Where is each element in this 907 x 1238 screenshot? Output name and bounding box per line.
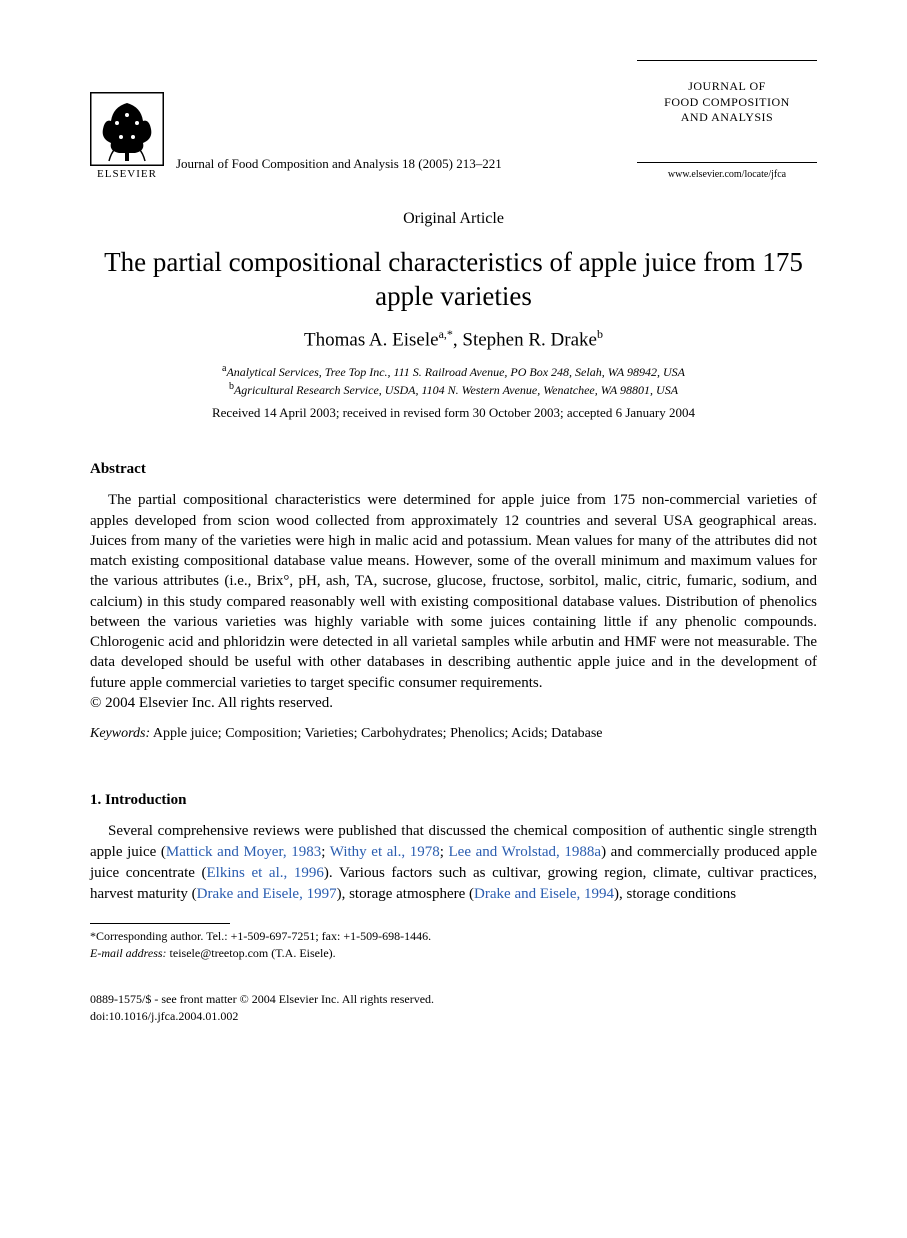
citation-3[interactable]: Lee and Wrolstad, 1988a [449,844,602,860]
introduction-heading: 1. Introduction [90,792,817,809]
journal-url: www.elsevier.com/locate/jfca [637,169,817,180]
author-1: Thomas A. Eisele [304,330,439,351]
abstract-heading: Abstract [90,461,817,478]
journal-title-line3: AND ANALYSIS [641,110,813,126]
keywords-label: Keywords: [90,726,150,741]
header-left: ELSEVIER Journal of Food Composition and… [90,92,502,180]
abstract-text: The partial compositional characteristic… [90,490,817,693]
author-sep: , [453,330,463,351]
authors: Thomas A. Eiselea,*, Stephen R. Drakeb [90,327,817,351]
intro-post: ), storage conditions [614,886,736,902]
publisher-name: ELSEVIER [97,168,157,180]
doi: doi:10.1016/j.jfca.2004.01.002 [90,1008,817,1024]
footnote-email-label: E-mail address: [90,946,167,960]
journal-title-box: JOURNAL OF FOOD COMPOSITION AND ANALYSIS [637,60,817,163]
keywords: Keywords: Apple juice; Composition; Vari… [90,726,817,742]
author-2: Stephen R. Drake [462,330,597,351]
introduction-text: Several comprehensive reviews were publi… [90,821,817,905]
keywords-text: Apple juice; Composition; Varieties; Car… [150,726,602,741]
article-type: Original Article [90,210,817,228]
intro-sep2: ; [440,844,449,860]
footnote-rule [90,923,230,924]
citation-5[interactable]: Drake and Eisele, 1997 [197,886,337,902]
elsevier-logo: ELSEVIER [90,92,164,180]
citation-2[interactable]: Withy et al., 1978 [330,844,440,860]
footnote-corresponding: *Corresponding author. Tel.: +1-509-697-… [90,928,817,945]
author-2-sup: b [597,327,603,341]
author-1-sup: a,* [439,327,453,341]
footnote-email: E-mail address: teisele@treetop.com (T.A… [90,945,817,962]
citation-1[interactable]: Mattick and Moyer, 1983 [166,844,321,860]
bottom-info: 0889-1575/$ - see front matter © 2004 El… [90,991,817,1023]
header: ELSEVIER Journal of Food Composition and… [90,60,817,180]
journal-reference: Journal of Food Composition and Analysis… [176,156,502,172]
paper-page: ELSEVIER Journal of Food Composition and… [0,0,907,1074]
citation-4[interactable]: Elkins et al., 1996 [207,865,324,881]
abstract-copyright: © 2004 Elsevier Inc. All rights reserved… [90,695,817,712]
header-right: JOURNAL OF FOOD COMPOSITION AND ANALYSIS… [637,60,817,180]
article-dates: Received 14 April 2003; received in revi… [90,405,817,421]
journal-title-line1: JOURNAL OF [641,79,813,95]
journal-title-line2: FOOD COMPOSITION [641,95,813,111]
affil-a-text: Analytical Services, Tree Top Inc., 111 … [226,365,685,379]
article-title: The partial compositional characteristic… [90,246,817,314]
intro-sep1: ; [321,844,330,860]
front-matter: 0889-1575/$ - see front matter © 2004 El… [90,991,817,1007]
citation-6[interactable]: Drake and Eisele, 1994 [474,886,614,902]
affil-b-text: Agricultural Research Service, USDA, 110… [234,383,678,397]
footnote-email-value: teisele@treetop.com (T.A. Eisele). [167,946,336,960]
affiliation-a: aAnalytical Services, Tree Top Inc., 111… [90,362,817,381]
intro-mid3: ), storage atmosphere ( [337,886,474,902]
affiliation-b: bAgricultural Research Service, USDA, 11… [90,380,817,399]
elsevier-tree-icon [90,92,164,166]
affiliations: aAnalytical Services, Tree Top Inc., 111… [90,362,817,400]
